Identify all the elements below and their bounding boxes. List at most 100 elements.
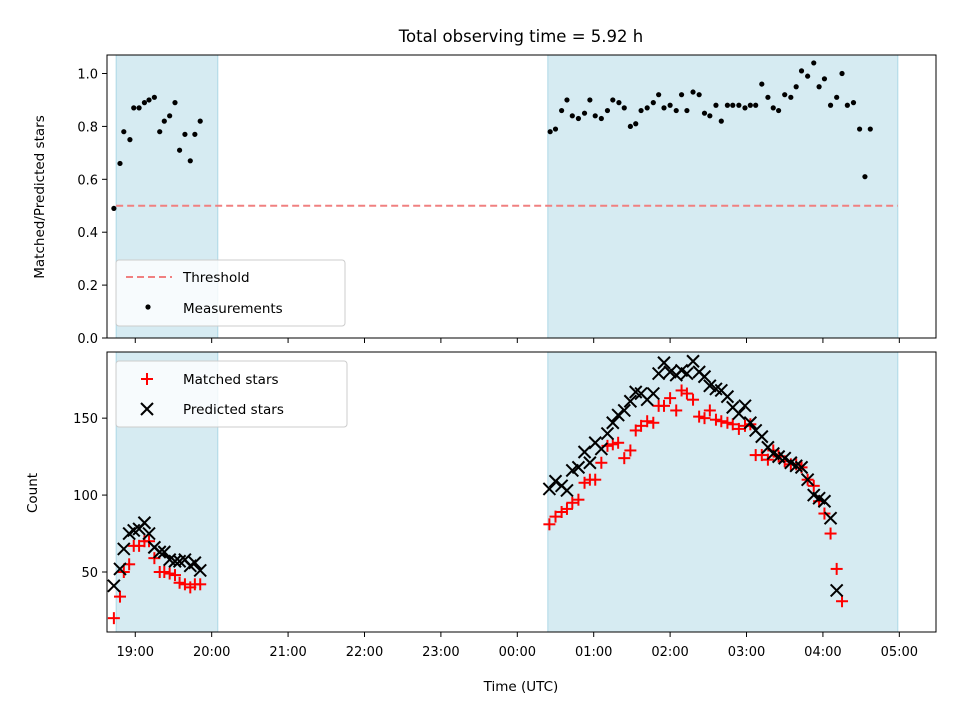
predicted-star-point [548,474,563,488]
predicted-star-point [560,483,574,498]
measurement-point [644,105,650,111]
y-tick-label: 0.0 [77,332,98,347]
x-tick-label: 04:00 [804,645,841,660]
measurement-point [696,92,702,98]
measurement-point [136,105,142,111]
x-tick-label: 02:00 [651,645,688,660]
matched-star-point [163,567,176,580]
measurement-point [146,97,152,103]
measurement-point [627,123,633,130]
matched-star-point [709,413,722,426]
matched-star-point [543,518,556,531]
measurement-point [667,102,673,108]
matched-star-point [647,416,660,429]
measurement-point [701,110,708,116]
measurement-point [867,126,873,132]
measurement-point [782,92,788,98]
measurement-point [724,102,731,108]
predicted-star-point [823,511,838,525]
measurement-point [151,94,157,100]
matched-star-point [830,562,843,575]
measurement-point [192,131,198,137]
matched-star-point [624,444,637,457]
measurement-point [821,76,828,82]
threshold-legend-label: Threshold [182,270,250,286]
predicted-stars-legend-label: Predicted stars [183,402,284,418]
predicted-star-point [594,442,609,456]
measurement-point [111,205,117,212]
matched-star-point [635,419,648,432]
matched-star-point [589,473,602,486]
predicted-star-point [738,399,752,413]
predicted-star-point [113,562,127,576]
measurement-point [718,118,724,124]
matched-star-point [726,418,739,431]
predicted-star-point [583,456,597,470]
predicted-star-point [651,366,666,381]
measurement-point [816,84,822,90]
matched-star-point [721,416,734,429]
measurement-point [707,113,713,119]
measurement-point [684,107,690,114]
bottom-y-ticks: 50 100 150 [73,412,107,581]
measurement-point [788,94,794,100]
x-tick-label: 21:00 [269,645,306,660]
measurement-point [604,107,611,114]
y-tick-label: 100 [73,489,98,504]
measurement-point [650,100,656,106]
predicted-star-point [623,394,638,408]
y-tick-label: 1.0 [77,68,98,83]
predicted-star-point [794,460,809,475]
figure-title: Total observing time = 5.92 h [398,27,643,46]
measurement-point [127,137,133,143]
x-tick-label: 03:00 [728,645,765,660]
shaded-region [547,54,899,339]
measurement-point [765,94,771,100]
measurement-point [638,107,644,114]
measurement-point [844,102,850,108]
predicted-stars-points [107,354,844,598]
measurement-point [811,60,817,66]
matched-star-point [560,502,573,515]
predicted-star-point [157,545,172,559]
measurement-point [117,160,123,167]
x-tick-label: 01:00 [575,645,612,660]
measurement-point [798,68,805,74]
predicted-star-point [542,482,557,496]
matched-star-point [670,404,683,417]
measurement-point [793,84,799,90]
y-tick-label: 50 [81,566,98,581]
predicted-star-point [829,583,844,598]
measurement-point [850,100,857,106]
predicted-star-point [680,366,694,381]
matched-star-point [755,449,768,462]
predicted-star-point [137,516,152,530]
measurement-point [621,105,627,111]
predicted-star-point [743,416,758,430]
matched-star-point [194,578,207,591]
measurement-point [862,174,868,180]
measurement-point [753,102,759,108]
measurement-point [759,81,765,87]
measurements-legend-marker [145,304,151,310]
bottom-legend: Matched stars Predicted stars [115,360,348,428]
predicted-star-point [817,494,832,508]
matched-star-point [612,436,625,449]
measurement-point [559,107,565,114]
measurement-point [770,105,776,111]
predicted-star-point [153,545,167,559]
y-tick-label: 0.8 [77,120,98,135]
matched-star-point [657,399,670,412]
matched-star-point [687,393,700,406]
predicted-star-point [657,356,671,370]
x-tick-label: 22:00 [346,645,383,660]
measurement-point [776,107,782,114]
measurement-point [161,118,167,124]
matched-star-point [618,452,631,465]
bottom-legend-box [115,360,348,428]
matched-star-point [715,415,728,428]
measurement-point [167,113,173,119]
bottom-panel: 50 100 150 19:00 20:00 21:00 22:00 23:00 00:00 0… [25,351,937,695]
top-panel: 0.0 0.2 0.4 0.6 0.8 1.0 Matched/Predicted sta… [32,54,937,347]
measurement-point [547,129,553,135]
